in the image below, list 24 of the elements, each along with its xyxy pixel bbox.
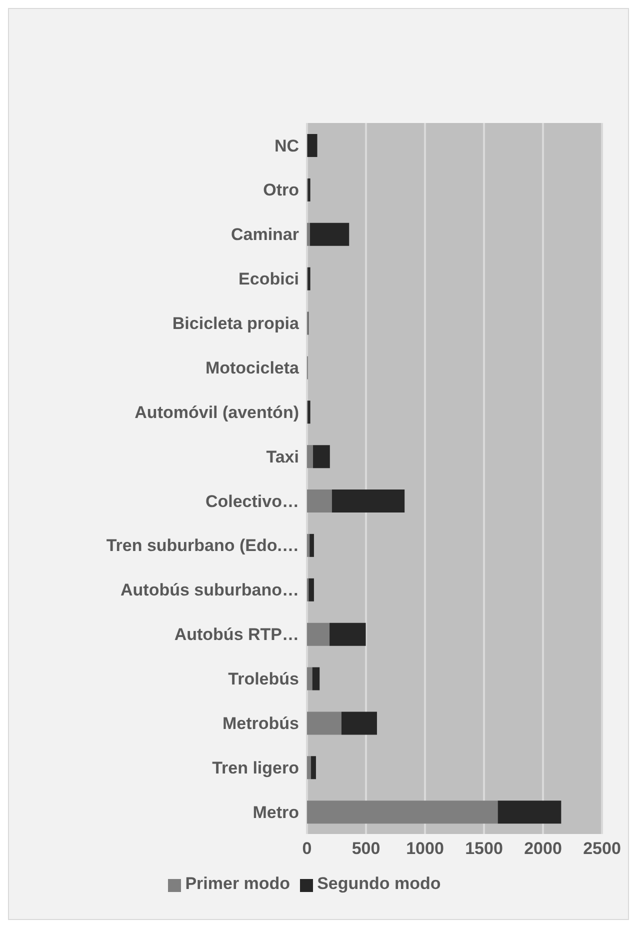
y-tick-label: Autobús RTP… xyxy=(174,625,299,644)
x-tick-label: 2000 xyxy=(524,839,562,858)
legend-label: Primer modo xyxy=(185,874,290,893)
y-tick-label: Bicicleta propia xyxy=(172,314,300,334)
y-tick-label: Autobús suburbano… xyxy=(120,580,299,600)
y-tick-label: Metro xyxy=(252,802,299,822)
y-tick-label: Metrobús xyxy=(222,714,299,733)
y-tick-label: Otro xyxy=(263,180,299,200)
x-tick-label: 500 xyxy=(352,839,380,858)
x-tick-label: 2500 xyxy=(583,839,621,858)
y-tick-label: Automóvil (aventón) xyxy=(134,402,299,422)
legend-label: Segundo modo xyxy=(317,874,441,893)
y-tick-label: Colectivo… xyxy=(205,492,299,511)
y-tick-label: NC xyxy=(274,136,299,156)
x-tick-label: 0 xyxy=(302,839,312,858)
y-tick-label: Trolebús xyxy=(228,670,299,689)
y-tick-label: Taxi xyxy=(266,447,299,466)
y-tick-label: Ecobici xyxy=(238,270,299,289)
y-tick-label: Tren ligero xyxy=(212,758,299,778)
x-tick-label: 1500 xyxy=(465,839,503,858)
y-tick-label: Caminar xyxy=(230,225,300,244)
y-tick-label: Tren suburbano (Edo.… xyxy=(106,536,299,556)
x-tick-label: 1000 xyxy=(406,839,444,858)
y-tick-label: Motocicleta xyxy=(205,358,300,378)
